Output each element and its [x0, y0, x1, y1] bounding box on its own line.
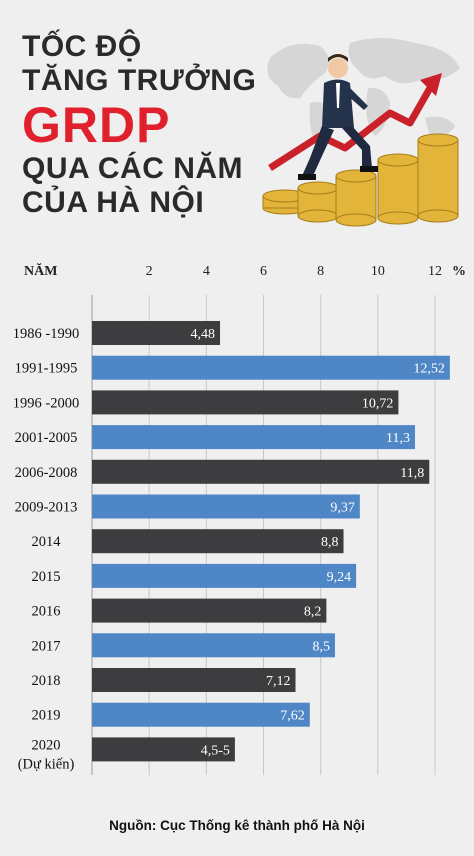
bar-value-label: 8,8 — [321, 535, 339, 550]
coin-stack-icon — [262, 133, 459, 227]
title-line-5: CỦA HÀ NỘI — [22, 186, 205, 219]
x-tick-label: 8 — [317, 264, 324, 279]
category-label: 1986 -1990 — [13, 326, 79, 342]
bar — [92, 633, 335, 658]
category-header: NĂM — [24, 262, 57, 279]
bar — [92, 668, 296, 692]
bar — [92, 598, 327, 623]
category-label: 1996 -2000 — [13, 395, 79, 411]
bar — [92, 529, 344, 554]
bar — [92, 425, 415, 450]
category-label: 2019 — [32, 708, 61, 724]
source-note: Nguồn: Cục Thống kê thành phố Hà Nội — [109, 818, 365, 833]
bar — [92, 390, 399, 415]
x-tick-label: 2 — [146, 264, 153, 279]
bar — [92, 321, 221, 345]
bar-value-label: 11,8 — [400, 466, 424, 481]
bar-value-label: 7,12 — [266, 674, 291, 689]
bar-value-label: 12,52 — [413, 362, 445, 377]
title-line-4: QUA CÁC NĂM — [22, 152, 244, 185]
x-axis-unit: % — [452, 264, 466, 279]
bar-value-label: 4,5-5 — [201, 743, 230, 758]
rising-arrow-icon — [268, 73, 442, 171]
category-label: 2016 — [32, 604, 61, 620]
bar — [92, 563, 357, 588]
growth-illustration — [262, 38, 460, 227]
bar — [92, 737, 235, 762]
category-note: (Dự kiến) — [18, 756, 75, 772]
bar-value-label: 10,72 — [362, 396, 394, 411]
title-line-1: TỐC ĐỘ — [22, 30, 142, 63]
bar — [92, 494, 360, 519]
category-label: 2018 — [32, 673, 61, 689]
x-tick-label: 4 — [203, 264, 210, 279]
category-label: 2017 — [32, 638, 61, 654]
x-tick-label: 10 — [371, 264, 385, 279]
bar — [92, 702, 310, 727]
bar-value-label: 8,2 — [304, 605, 322, 620]
businessman-icon — [298, 54, 378, 180]
category-label: 2006-2008 — [15, 465, 78, 481]
bar-value-label: 11,3 — [386, 431, 410, 446]
category-label: 2009-2013 — [15, 500, 78, 516]
category-label: 2020 — [32, 737, 61, 753]
bar-value-label: 7,62 — [280, 709, 305, 724]
category-label: 2014 — [32, 534, 62, 550]
bar-value-label: 9,37 — [330, 501, 355, 516]
x-tick-label: 12 — [428, 264, 442, 279]
bar — [92, 459, 430, 484]
category-label: 2001-2005 — [15, 430, 78, 446]
bar-value-label: 9,24 — [327, 570, 352, 585]
bar-value-label: 8,5 — [312, 639, 330, 654]
bar — [92, 355, 450, 380]
bar-value-label: 4,48 — [191, 327, 216, 342]
category-label: 2015 — [32, 569, 61, 585]
grdp-bar-chart: NĂM % 2 4 6 8 10 12 4,48 1986 -1990 12,52 1991-1… — [13, 262, 466, 775]
infographic-title: TỐC ĐỘ TĂNG TRƯỞNG GRDP QUA CÁC NĂM CỦA … — [22, 30, 256, 220]
title-highlight-grdp: GRDP — [22, 97, 171, 153]
x-tick-label: 6 — [260, 264, 267, 279]
category-label: 1991-1995 — [15, 361, 78, 377]
title-line-2: TĂNG TRƯỞNG — [22, 64, 257, 97]
